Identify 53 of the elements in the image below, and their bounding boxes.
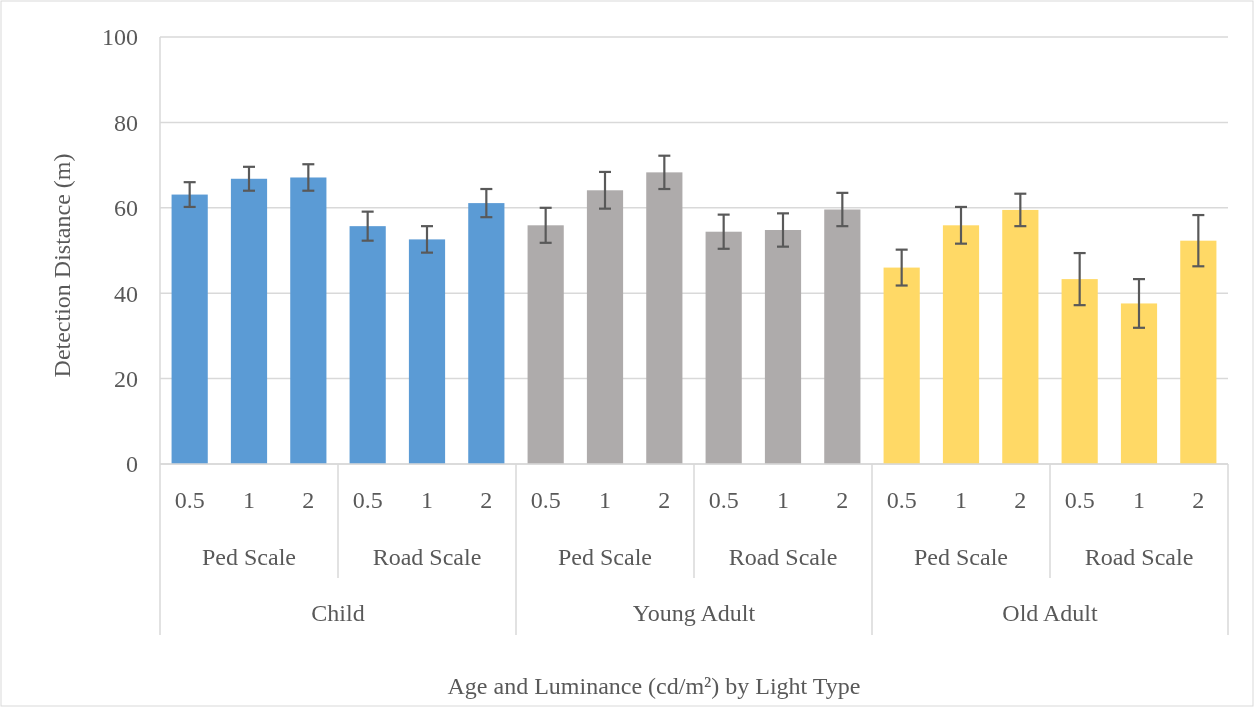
bar bbox=[1180, 240, 1217, 464]
x-tick-label: 2 bbox=[836, 487, 849, 514]
bar bbox=[349, 226, 386, 464]
y-axis-title: Detection Distance (m) bbox=[49, 153, 76, 378]
text: Old Adult bbox=[1002, 600, 1098, 627]
bar bbox=[883, 267, 920, 464]
bar bbox=[171, 194, 208, 464]
x-tick-label: 0.5 bbox=[1064, 487, 1095, 514]
bar bbox=[764, 230, 802, 464]
text: Road Scale bbox=[1084, 544, 1194, 571]
bar bbox=[942, 225, 980, 464]
text: Road Scale bbox=[372, 544, 482, 571]
bar bbox=[230, 178, 268, 464]
x-tick-label: 0.5 bbox=[886, 487, 917, 514]
bar bbox=[1002, 209, 1039, 464]
bar bbox=[586, 190, 624, 464]
x-tick-label: 0.5 bbox=[352, 487, 383, 514]
text: Child bbox=[311, 600, 365, 627]
x-tick-label: 2 bbox=[1014, 487, 1027, 514]
x-tick-label: 2 bbox=[302, 487, 315, 514]
x-tick-label: 1 bbox=[1133, 487, 1145, 514]
x-tick-label: 2 bbox=[480, 487, 493, 514]
bar bbox=[1120, 303, 1158, 464]
x-tick-label: 1 bbox=[955, 487, 967, 514]
bar bbox=[646, 172, 683, 464]
y-tick-label: 80 bbox=[114, 109, 138, 136]
bar bbox=[290, 177, 327, 464]
bar bbox=[824, 209, 861, 464]
x-tick-label: 1 bbox=[777, 487, 789, 514]
text: Ped Scale bbox=[558, 544, 652, 571]
x-tick-label: 0.5 bbox=[530, 487, 561, 514]
x-tick-label: 2 bbox=[658, 487, 671, 514]
x-tick-label: 0.5 bbox=[174, 487, 205, 514]
x-tick-label: 1 bbox=[599, 487, 611, 514]
y-tick-label: 100 bbox=[102, 24, 138, 51]
bar bbox=[408, 239, 446, 464]
text: Road Scale bbox=[728, 544, 838, 571]
bar bbox=[527, 225, 564, 464]
y-tick-label: 60 bbox=[114, 195, 138, 222]
y-tick-label: 20 bbox=[114, 366, 138, 392]
bar bbox=[468, 203, 505, 464]
bar bbox=[1061, 279, 1098, 464]
x-tick-label: 0.5 bbox=[708, 487, 739, 514]
x-tick-label: 2 bbox=[1192, 487, 1205, 514]
text: Age and Luminance (cd/m²) by Light Type bbox=[447, 673, 861, 700]
y-tick-label: 40 bbox=[114, 280, 138, 307]
x-tick-label: 1 bbox=[421, 487, 433, 514]
text: Young Adult bbox=[632, 600, 756, 627]
y-tick-label: 0 bbox=[126, 451, 138, 478]
text: Ped Scale bbox=[914, 544, 1008, 571]
bar bbox=[705, 231, 742, 464]
x-tick-label: 1 bbox=[243, 487, 255, 514]
text: Ped Scale bbox=[202, 544, 296, 571]
